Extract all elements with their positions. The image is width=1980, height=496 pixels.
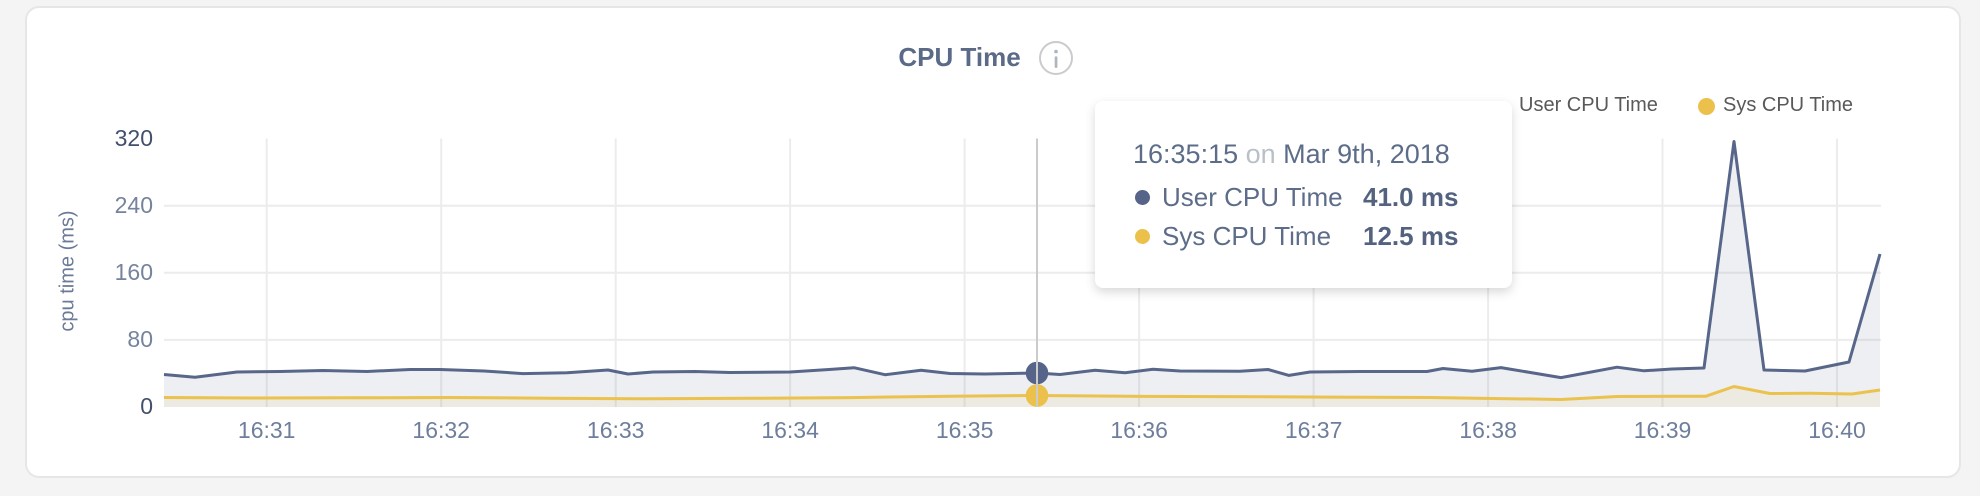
svg-text:16:31: 16:31 <box>238 417 296 443</box>
svg-text:16:36: 16:36 <box>1110 417 1168 443</box>
svg-text:16:40: 16:40 <box>1808 417 1866 443</box>
svg-text:16:37: 16:37 <box>1285 417 1343 443</box>
svg-text:16:35: 16:35 <box>936 417 994 443</box>
svg-text:16:33: 16:33 <box>587 417 645 443</box>
svg-text:cpu time (ms): cpu time (ms) <box>57 210 79 331</box>
svg-text:16:38: 16:38 <box>1459 417 1517 443</box>
svg-text:16:34: 16:34 <box>761 417 819 443</box>
svg-text:16:39: 16:39 <box>1634 417 1692 443</box>
svg-text:240: 240 <box>115 192 153 218</box>
svg-text:16:32: 16:32 <box>412 417 470 443</box>
svg-text:160: 160 <box>115 259 153 285</box>
svg-text:0: 0 <box>140 393 153 419</box>
svg-text:80: 80 <box>127 326 153 352</box>
svg-text:320: 320 <box>115 125 153 151</box>
